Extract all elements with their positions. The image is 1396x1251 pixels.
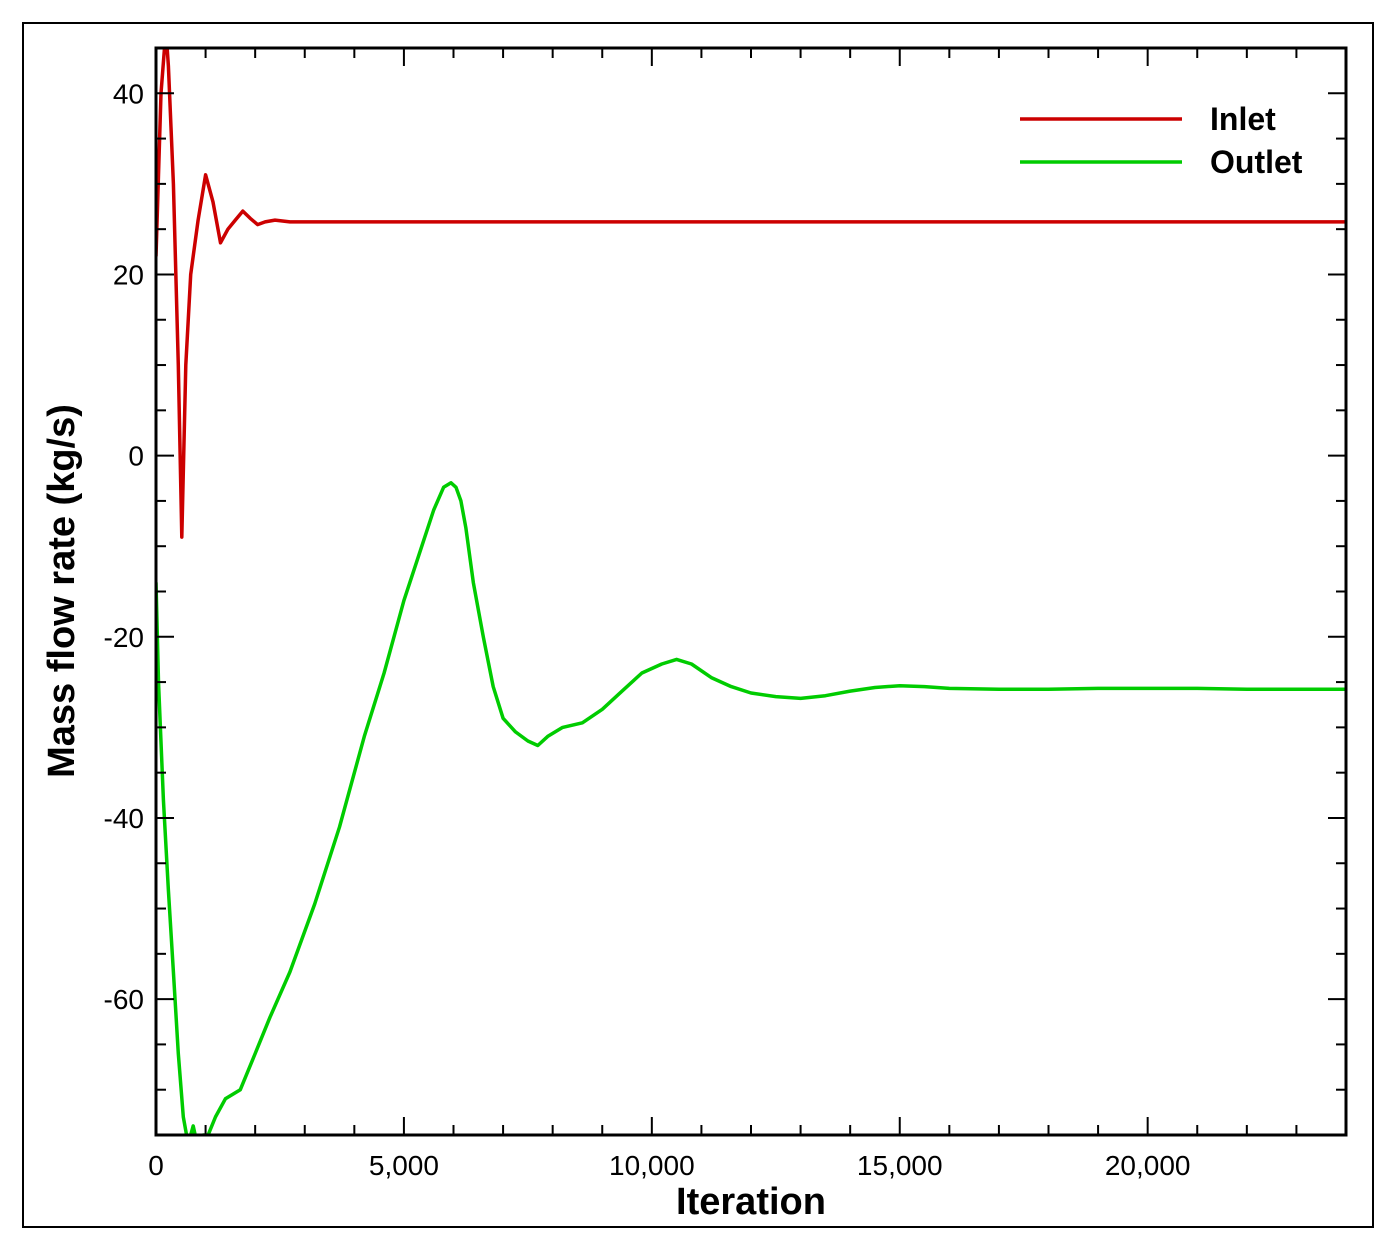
- y-tick-label: 40: [113, 78, 144, 109]
- x-tick-label: 0: [148, 1150, 164, 1181]
- y-axis-title: Mass flow rate (kg/s): [41, 404, 83, 778]
- legend: Inlet Outlet: [1020, 101, 1303, 180]
- chart-frame: [22, 22, 1374, 1228]
- x-tick-label: 20,000: [1105, 1150, 1191, 1181]
- y-tick-label: -20: [104, 622, 144, 653]
- series-line-outlet: [156, 481, 1346, 1135]
- x-tick-label: 15,000: [857, 1150, 943, 1181]
- y-tick-label: 0: [128, 441, 144, 472]
- y-tick-label: -40: [104, 803, 144, 834]
- x-axis-title: Iteration: [676, 1181, 826, 1223]
- legend-label-inlet: Inlet: [1210, 101, 1276, 137]
- series-layer: [156, 48, 1346, 1135]
- y-tick-label: -60: [104, 984, 144, 1015]
- legend-label-outlet: Outlet: [1210, 144, 1303, 180]
- x-tick-label: 5,000: [369, 1150, 439, 1181]
- x-tick-label: 10,000: [609, 1150, 695, 1181]
- axis-ticks: [155, 47, 1347, 1136]
- axis-tick-labels: 0 5,000 10,000 15,000 20,000 -60 -40 -20 0 20 40: [104, 78, 1191, 1181]
- y-tick-label: 20: [113, 259, 144, 290]
- series-line-inlet: [156, 48, 1346, 539]
- plot-area: [154, 46, 1348, 1137]
